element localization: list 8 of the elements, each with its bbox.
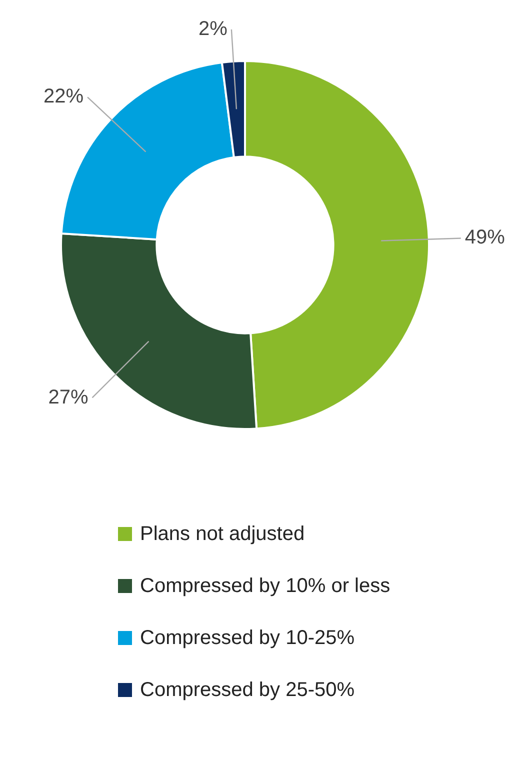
data-label: 27%: [48, 386, 88, 408]
legend-label: Plans not adjusted: [140, 522, 305, 546]
data-label: 22%: [44, 86, 84, 108]
legend-label: Compressed by 10-25%: [140, 626, 355, 650]
legend-label: Compressed by 10% or less: [140, 574, 390, 598]
legend-label: Compressed by 25-50%: [140, 678, 355, 702]
data-label: 2%: [198, 18, 228, 40]
data-label: 49%: [464, 226, 506, 249]
